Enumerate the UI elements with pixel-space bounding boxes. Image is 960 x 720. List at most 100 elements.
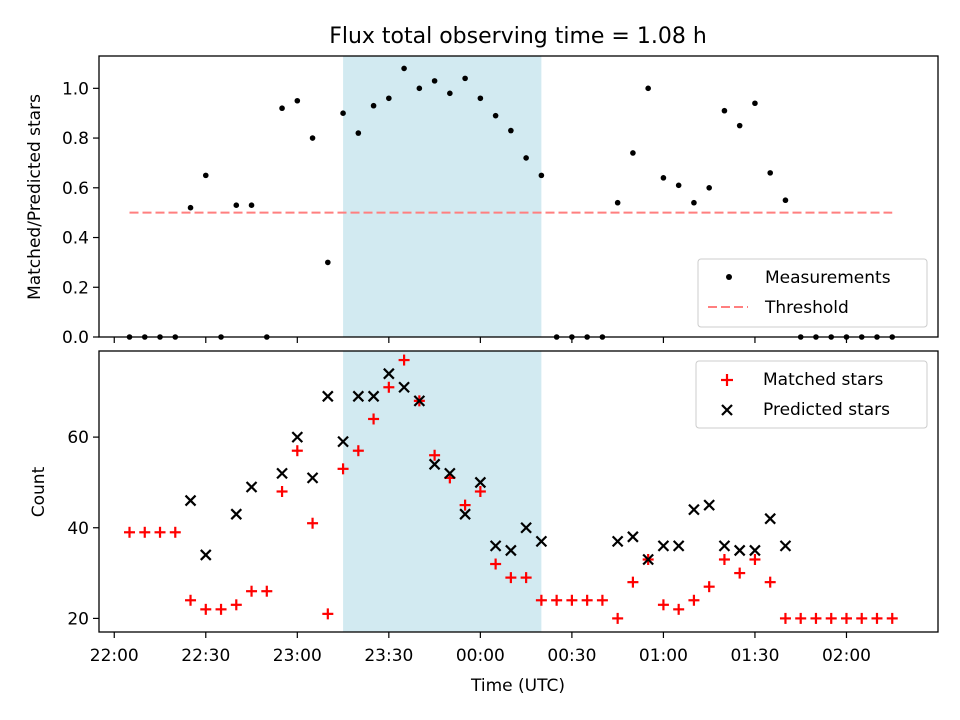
measurement-point [767, 170, 773, 176]
measurement-point [233, 202, 240, 209]
matched-star-point [368, 413, 380, 425]
measurement-point [782, 197, 789, 204]
predicted-star-point [322, 390, 334, 403]
predicted-star-point [718, 540, 731, 552]
measurement-point [325, 259, 331, 266]
time-x-axis-label: Time (UTC) [470, 676, 565, 696]
time-xtick-label: 22:00 [90, 646, 139, 666]
matched-star-point [490, 558, 502, 570]
measurement-point [187, 204, 194, 211]
matched-star-point [169, 526, 181, 538]
ratio-ytick-label: 0.2 [62, 278, 89, 298]
predicted-star-point [611, 535, 624, 548]
predicted-star-point [703, 499, 715, 511]
measurement-point [248, 202, 255, 209]
measurement-point [614, 199, 621, 206]
measurement-point [721, 107, 728, 114]
ratio-legend-box [697, 258, 928, 328]
matched-star-point [657, 599, 669, 611]
count-shaded-interval [343, 351, 542, 632]
measurement-point [675, 182, 682, 189]
predicted-star-point [459, 508, 471, 520]
ratio-ytick-label: 0.0 [62, 328, 89, 348]
predicted-star-point [367, 390, 380, 403]
count-panel-frame [98, 350, 939, 633]
predicted-star-point [200, 549, 212, 561]
legend-predicted-marker [721, 404, 733, 416]
matched-star-point [429, 449, 441, 461]
matched-star-point [825, 612, 837, 624]
measurement-point [630, 150, 636, 156]
legend-matched-label: Matched stars [763, 370, 883, 390]
predicted-star-point [642, 553, 654, 566]
measurement-point [202, 172, 209, 179]
predicted-star-point [733, 544, 746, 557]
measurement-point [340, 110, 346, 116]
measurement-point [691, 199, 697, 206]
predicted-star-point [779, 540, 792, 552]
ratio-panel: 0.0 0.2 0.4 0.6 0.8 1.0 Matched/Predicted sta… [25, 55, 939, 348]
ratio-ytick-label: 0.4 [62, 229, 89, 249]
matched-star-point [734, 567, 746, 579]
matched-star-point [779, 612, 791, 624]
measurement-point [477, 95, 484, 102]
matched-star-point [459, 499, 471, 511]
predicted-star-point [489, 540, 502, 552]
legend-measurements-label: Measurements [765, 268, 891, 288]
legend-matched-marker [721, 374, 733, 386]
measurement-point [416, 85, 423, 92]
measurement-point [431, 78, 438, 84]
predicted-star-point [398, 381, 410, 394]
predicted-star-point [749, 544, 761, 557]
matched-star-point [673, 603, 685, 615]
measurement-point [462, 75, 468, 82]
time-xtick-label: 23:30 [364, 646, 413, 666]
measurement-point [645, 85, 651, 92]
count-legend: Matched stars Predicted stars [695, 360, 928, 429]
legend-predicted-label: Predicted stars [763, 400, 890, 420]
measurement-point [386, 95, 392, 102]
matched-star-point [520, 572, 532, 584]
time-xtick-label: 00:30 [547, 646, 596, 666]
measurement-point [370, 102, 377, 109]
time-xtick-label: 02:00 [822, 646, 871, 666]
ratio-shaded-interval [343, 56, 542, 337]
measurement-point [309, 135, 316, 141]
matched-star-point [718, 553, 730, 565]
matched-star-point [596, 594, 608, 606]
count-ytick-label: 60 [67, 428, 89, 448]
time-xtick-label: 01:00 [639, 646, 688, 666]
predicted-star-point [474, 476, 487, 489]
ratio-ytick-label: 0.8 [62, 129, 89, 149]
matched-star-point [535, 594, 547, 606]
matched-star-point [551, 594, 563, 606]
matched-star-point [154, 526, 166, 538]
ratio-legend: Measurements Threshold [697, 258, 928, 328]
time-xtick-label: 00:00 [456, 646, 505, 666]
predicted-star-point [505, 544, 517, 557]
matched-star-point [566, 594, 578, 606]
matched-star-point [612, 612, 624, 624]
matched-star-point [322, 608, 334, 620]
measurement-point [294, 97, 301, 104]
matched-star-point [230, 599, 242, 611]
time-xtick-label: 22:30 [181, 646, 230, 666]
predicted-star-point [520, 521, 532, 534]
matched-star-point [505, 572, 517, 584]
predicted-star-point [688, 503, 700, 516]
matched-star-point [352, 445, 364, 457]
matched-star-point [581, 594, 593, 606]
predicted-star-point [444, 467, 456, 480]
measurement-point [492, 112, 499, 119]
matched-star-point [398, 354, 410, 366]
matched-star-point [749, 553, 761, 565]
matched-star-point [688, 594, 700, 606]
predicted-star-point [230, 508, 243, 520]
count-y-axis-label: Count [29, 466, 49, 517]
measurement-point [660, 175, 667, 181]
ratio-y-axis-label: Matched/Predicted stars [25, 94, 45, 300]
matched-star-point [185, 594, 197, 606]
matched-star-point [474, 486, 486, 497]
matched-star-point [871, 612, 883, 624]
